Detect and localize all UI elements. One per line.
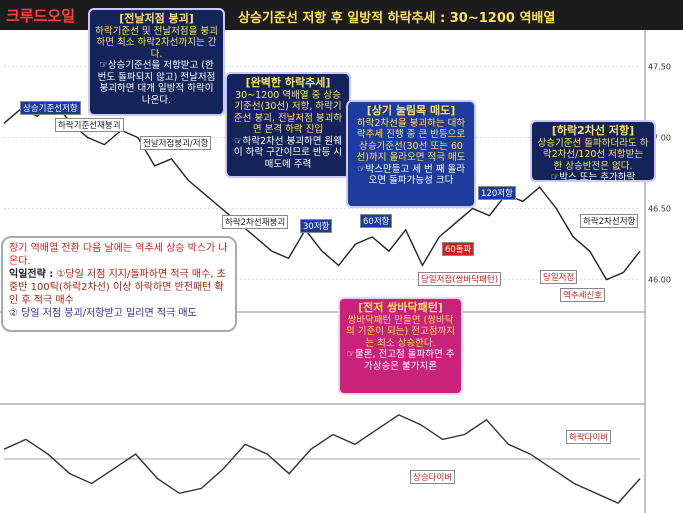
y-tick-label: 46.50 — [648, 205, 671, 214]
y-tick-label: 47.50 — [648, 62, 671, 71]
data-line — [3, 100, 641, 281]
annotation-title: [전저 쌍바닥패턴] — [358, 301, 443, 314]
chart-label: 하락다이버 — [566, 430, 612, 444]
chart-label: 하락2차선저항 — [580, 214, 639, 228]
annotation-text: 하락2차선을 붕괴하는 대하락추세 진행 중 큰 반등으로 상승기준선(30선 … — [356, 117, 466, 164]
annotation-text: 쌍바닥패턴 만들면 (쌍바닥의 기준이 되는) 전고점까지는 최소 상승한다. — [346, 314, 455, 349]
annotation-text: 30~1200 역배열 중 상승기준선(30선) 저항, 하락기준선 붕괴, 전… — [233, 89, 343, 136]
annotation-box: [하락2차선 저항] 상승기준선 돌파하더라도 하락2차선/120선 저항받는 한… — [530, 120, 656, 183]
annotation-title: [전날저점 붕괴] — [119, 12, 194, 25]
strategy-label: 익일전략 : — [9, 269, 54, 280]
header-title: 크루드오일 — [6, 7, 76, 25]
annotation-box: [전날저점 붕괴] 하락기준선 및 전날저점을 붕괴하면 최소 하락2차선까지는 … — [88, 8, 225, 116]
chart-label: 60저항 — [360, 214, 393, 228]
annotation-text: ☞박스 또는 추가하락 — [550, 172, 636, 183]
data-line — [3, 414, 641, 504]
chart-label: 120저항 — [478, 186, 516, 200]
chart-label: 전날저점붕괴/저항 — [140, 136, 212, 150]
header-subtitle: 상승기준선 저항 후 일방적 하락추세 : 30~1200 역배열 — [238, 11, 556, 26]
annotation-box: [상기 눌림목 매도] 하락2차선을 붕괴하는 대하락추세 진행 중 큰 반등으로… — [346, 100, 476, 208]
annotation-title: [하락2차선 저항] — [551, 124, 635, 137]
strategy-headline: 장기 역배열 전환 다음 날에는 역추세 상승 박스가 나온다. — [9, 243, 228, 267]
chart-label: 하락기준선재붕괴 — [55, 118, 124, 132]
annotation-text: ☞박스만들고 세 번 째 올라오면 돌파가능성 크다 — [357, 163, 465, 187]
chart-label: 당일저점(쌍바닥패턴) — [418, 272, 502, 286]
chart-label: 상승다이버 — [410, 470, 456, 484]
chart-label: 당일저점 — [540, 270, 578, 284]
annotation-text: ☞물론, 전고점 돌파하면 추가상승은 불가지론 — [346, 349, 455, 372]
chart-label: 역추세신호 — [560, 288, 606, 302]
chart-label: 30저항 — [300, 219, 333, 233]
annotation-box: [전저 쌍바닥패턴] 쌍바닥패턴 만들면 (쌍바닥의 기준이 되는) 전고점까지는… — [338, 297, 463, 395]
annotation-box: [완벽한 하락추세] 30~1200 역배열 중 상승기준선(30선) 저항, 하… — [225, 72, 351, 178]
annotation-text: 하락기준선 및 전날저점을 붕괴하면 최소 하락2차선까지는 간다. — [95, 25, 218, 60]
annotation-title: [상기 눌림목 매도] — [366, 104, 456, 117]
y-tick-label: 47.00 — [648, 133, 671, 142]
chart-label: 60돌파 — [442, 242, 475, 256]
annotation-text: ☞하락2차선 붕괴하면 원웨이 하락 구간이므로 반등 시 매도에 주력 — [233, 135, 343, 170]
annotation-text: 상승기준선 돌파하더라도 하락2차선/120선 저항받는 한 상승반전은 없다. — [537, 137, 649, 172]
chart-label: 상승기준선저항 — [20, 101, 81, 115]
annotation-title: [완벽한 하락추세] — [245, 76, 331, 89]
strategy-line: ①당일 저점 지지/돌파하면 적극 매수, 초중반 100틱(하락2차선) 이상… — [9, 269, 226, 306]
strategy-line: ② 당일 저점 붕괴/저항받고 밀리면 적극 매도 — [9, 308, 197, 319]
y-tick-label: 46.00 — [648, 276, 671, 285]
strategy-box: 장기 역배열 전환 다음 날에는 역추세 상승 박스가 나온다. 익일전략 : … — [1, 236, 237, 332]
annotation-text: ☞상승기준선을 저항받고 (한 번도 돌파되지 않고) 전날저점 붕괴하면 대개… — [97, 60, 216, 106]
chart-label: 하락2차선재붕괴 — [222, 215, 289, 229]
